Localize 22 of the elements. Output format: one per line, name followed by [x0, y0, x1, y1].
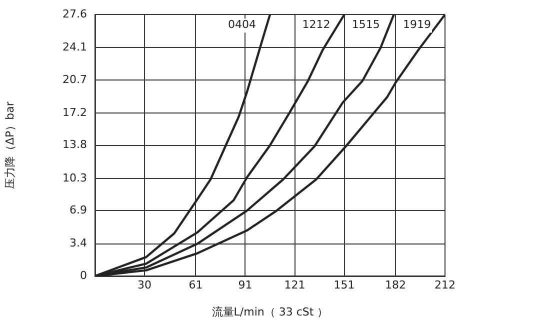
- y-tick-label: 20.7: [62, 72, 87, 86]
- x-tick-label: 121: [284, 278, 306, 292]
- x-axis-title: 流量L/min（ 33 cSt ）: [212, 305, 328, 318]
- y-tick-label: 6.9: [70, 204, 87, 217]
- series-label: 1919: [403, 18, 431, 31]
- y-tick-label: 13.8: [62, 138, 87, 152]
- x-tick-label: 182: [384, 278, 406, 292]
- y-tick-label: 24.1: [62, 40, 87, 54]
- x-tick-label: 212: [434, 278, 456, 292]
- y-tick-label: 17.2: [62, 106, 87, 119]
- series-label: 1212: [302, 18, 330, 31]
- y-tick-label: 10.3: [62, 171, 87, 184]
- x-tick-label: 91: [238, 278, 252, 292]
- x-tick-label: 30: [138, 278, 152, 292]
- y-tick-label: 0: [80, 268, 87, 282]
- x-tick-label: 151: [334, 278, 355, 292]
- series-label: 0404: [228, 18, 256, 31]
- y-tick-label: 3.4: [70, 236, 87, 250]
- y-axis-title: 压力降（ΔP）bar: [3, 101, 16, 190]
- series-label: 1515: [352, 18, 380, 31]
- x-tick-label: 61: [188, 278, 203, 292]
- y-tick-label: 27.6: [62, 7, 87, 20]
